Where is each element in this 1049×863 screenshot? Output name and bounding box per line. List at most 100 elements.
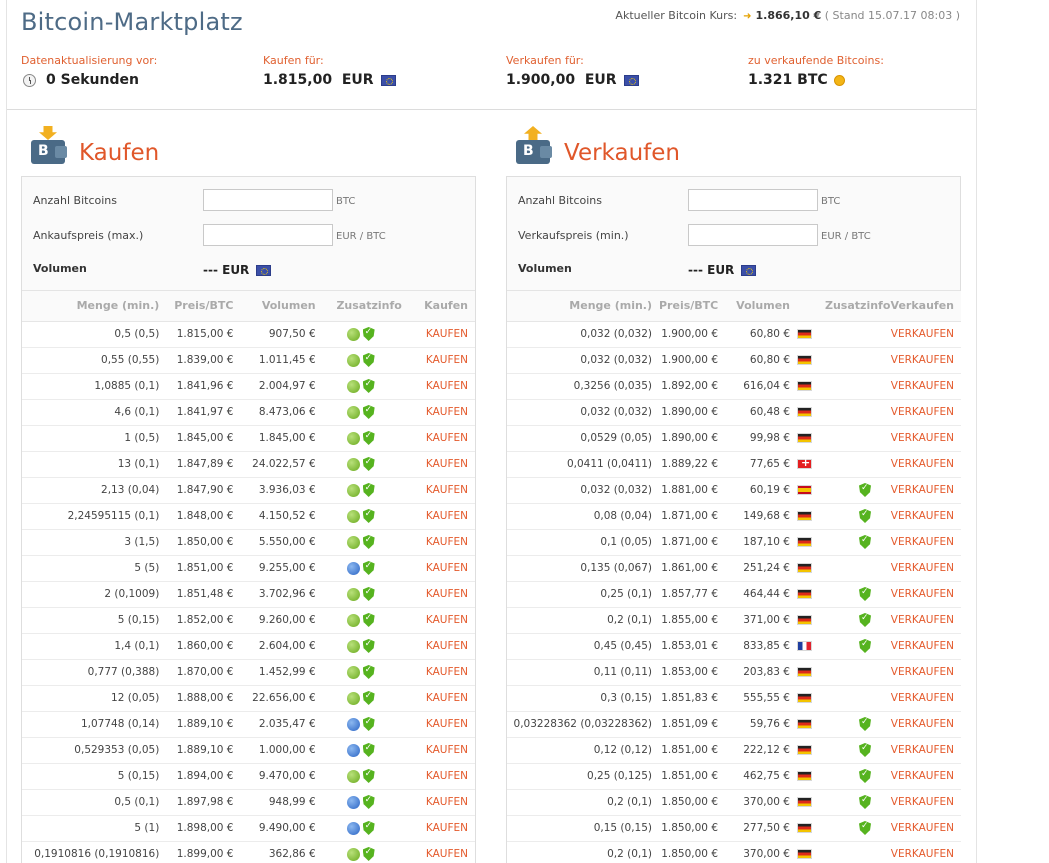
sell-action-link[interactable]: VERKAUFEN (877, 425, 961, 452)
verified-shield-icon (859, 795, 871, 809)
trade-method-green-icon (346, 639, 360, 653)
table-row: 0,135 (0,067) 1.861,00 €251,24 € VERKAUFEN (507, 555, 961, 582)
menge-cell: 0,45 (0,45) (507, 633, 659, 660)
sell-action-link[interactable]: VERKAUFEN (877, 633, 961, 660)
buy-action-link[interactable]: KAUFEN (408, 633, 475, 660)
sell-price-unit: EUR / BTC (821, 231, 871, 242)
sell-action-link[interactable]: VERKAUFEN (877, 477, 961, 504)
buy-action-link[interactable]: KAUFEN (408, 373, 475, 400)
verified-shield-icon (859, 509, 871, 523)
buy-action-link[interactable]: KAUFEN (408, 841, 475, 863)
buy-action-link[interactable]: KAUFEN (408, 451, 475, 478)
sell-action-link[interactable]: VERKAUFEN (877, 685, 961, 712)
sell-action-link[interactable]: VERKAUFEN (877, 659, 961, 686)
buy-action-link[interactable]: KAUFEN (408, 711, 475, 738)
col-volumen[interactable]: Volumen (725, 291, 797, 322)
sell-action-link[interactable]: VERKAUFEN (877, 503, 961, 530)
stat-sell: Verkaufen für: 1.900,00 EUR (506, 54, 639, 88)
trade-method-blue-icon (346, 795, 360, 809)
buy-action-link[interactable]: KAUFEN (408, 503, 475, 530)
buy-action-link[interactable]: KAUFEN (408, 477, 475, 504)
menge-cell: 1,0885 (0,1) (22, 373, 167, 400)
preis-cell: 1.881,00 € (659, 477, 725, 504)
sell-action-link[interactable]: VERKAUFEN (877, 789, 961, 816)
sell-action-link[interactable]: VERKAUFEN (877, 737, 961, 764)
sell-action-link[interactable]: VERKAUFEN (877, 321, 961, 348)
sell-action-link[interactable]: VERKAUFEN (877, 529, 961, 556)
preis-cell: 1.850,00 € (166, 529, 241, 556)
buy-action-link[interactable]: KAUFEN (408, 399, 475, 426)
sell-action-link[interactable]: VERKAUFEN (877, 581, 961, 608)
zusatzinfo-cell (825, 321, 877, 348)
buy-action-link[interactable]: KAUFEN (408, 321, 475, 348)
trade-method-green-icon (346, 405, 360, 419)
rate-value: 1.866,10 € (755, 9, 822, 22)
sell-action-link[interactable]: VERKAUFEN (877, 399, 961, 426)
preis-cell: 1.870,00 € (166, 659, 241, 686)
sell-amount-label: Anzahl Bitcoins (518, 194, 602, 207)
preis-cell: 1.888,00 € (166, 685, 241, 712)
flag-cell (797, 477, 825, 504)
verified-shield-icon (859, 743, 871, 757)
sell-price-label: Verkaufspreis (min.) (518, 229, 629, 242)
sell-title: Verkaufen (564, 140, 680, 166)
flag-cell (797, 711, 825, 738)
table-row: 13 (0,1)1.847,89 €24.022,57 € KAUFEN (22, 451, 475, 478)
col-preis[interactable]: Preis/BTC (166, 291, 241, 322)
buy-action-link[interactable]: KAUFEN (408, 425, 475, 452)
buy-action-link[interactable]: KAUFEN (408, 607, 475, 634)
stat-buy-label: Kaufen für: (263, 54, 324, 67)
buy-action-link[interactable]: KAUFEN (408, 737, 475, 764)
sell-action-link[interactable]: VERKAUFEN (877, 763, 961, 790)
sell-action-link[interactable]: VERKAUFEN (877, 607, 961, 634)
buy-action-link[interactable]: KAUFEN (408, 581, 475, 608)
verified-shield-icon (362, 821, 375, 835)
buy-price-input[interactable] (203, 224, 333, 246)
buy-action-link[interactable]: KAUFEN (408, 347, 475, 374)
buy-action-link[interactable]: KAUFEN (408, 555, 475, 582)
table-row: 0,25 (0,1)1.857,77 €464,44 € VERKAUFEN (507, 581, 961, 608)
volumen-cell: 9.490,00 € (240, 815, 323, 842)
flag-cell (797, 659, 825, 686)
table-row: 0,529353 (0,05)1.889,10 €1.000,00 € KAUFE… (22, 737, 475, 764)
sell-action-link[interactable]: VERKAUFEN (877, 373, 961, 400)
zusatzinfo-cell (322, 425, 409, 452)
sell-action-link[interactable]: VERKAUFEN (877, 347, 961, 374)
buy-action-link[interactable]: KAUFEN (408, 529, 475, 556)
sell-action-link[interactable]: VERKAUFEN (877, 711, 961, 738)
volumen-cell: 222,12 € (725, 737, 797, 764)
buy-action-link[interactable]: KAUFEN (408, 685, 475, 712)
buy-action-link[interactable]: KAUFEN (408, 659, 475, 686)
flag-de-icon (797, 745, 812, 755)
verified-shield-icon (362, 457, 375, 471)
col-volumen[interactable]: Volumen (240, 291, 323, 322)
buy-price-label: Ankaufspreis (max.) (33, 229, 144, 242)
sell-price-input[interactable] (688, 224, 818, 246)
verified-shield-icon (362, 847, 375, 861)
sell-amount-input[interactable] (688, 189, 818, 211)
flag-cell (797, 321, 825, 348)
col-menge[interactable]: Menge (min.) (22, 291, 167, 322)
buy-action-link[interactable]: KAUFEN (408, 763, 475, 790)
verified-shield-icon (362, 483, 375, 497)
table-row: 5 (5)1.851,00 €9.255,00 € KAUFEN (22, 555, 475, 582)
col-preis[interactable]: Preis/BTC (659, 291, 725, 322)
menge-cell: 0,032 (0,032) (507, 399, 659, 426)
buy-action-link[interactable]: KAUFEN (408, 815, 475, 842)
sell-action-link[interactable]: VERKAUFEN (877, 451, 961, 478)
preis-cell: 1.853,00 € (659, 659, 725, 686)
preis-cell: 1.853,01 € (659, 633, 725, 660)
flag-cell (797, 347, 825, 374)
verified-shield-icon (859, 821, 871, 835)
verified-shield-icon (362, 431, 375, 445)
trade-method-blue-icon (346, 743, 360, 757)
sell-action-link[interactable]: VERKAUFEN (877, 815, 961, 842)
sell-action-link[interactable]: VERKAUFEN (877, 555, 961, 582)
sell-action-link[interactable]: VERKAUFEN (877, 841, 961, 863)
buy-action-link[interactable]: KAUFEN (408, 789, 475, 816)
preis-cell: 1.850,00 € (659, 841, 725, 863)
col-zusatzinfo: Zusatzinfo (322, 291, 409, 322)
flag-de-icon (797, 355, 812, 365)
col-menge[interactable]: Menge (min.) (507, 291, 659, 322)
buy-amount-input[interactable] (203, 189, 333, 211)
